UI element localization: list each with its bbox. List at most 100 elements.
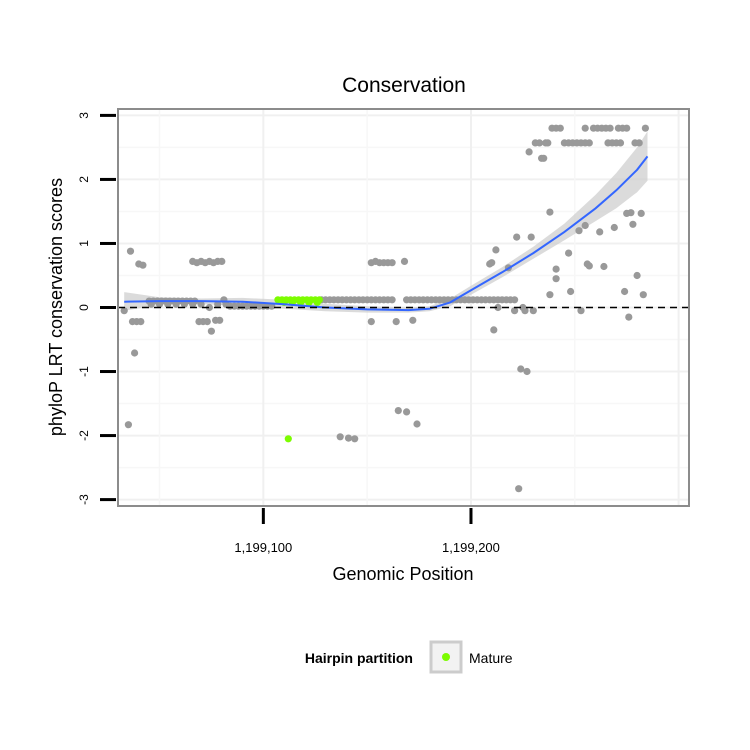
- other-point: [203, 318, 211, 326]
- other-point: [126, 247, 135, 255]
- y-tick-label: 3: [77, 112, 91, 119]
- other-point: [388, 296, 396, 304]
- other-point: [552, 275, 560, 283]
- other-point: [403, 408, 411, 416]
- other-point: [546, 208, 554, 216]
- confidence-ribbon-layer: [124, 131, 648, 313]
- y-axis: -3 -2 -1 0 1 2 3: [77, 112, 116, 505]
- other-point: [600, 262, 608, 271]
- other-point: [515, 485, 523, 493]
- other-point: [216, 316, 224, 324]
- other-point: [556, 124, 564, 132]
- y-tick-label: -1: [77, 366, 91, 377]
- other-point: [641, 124, 650, 132]
- other-point: [629, 220, 637, 228]
- other-point: [616, 139, 625, 147]
- other-point: [488, 259, 496, 267]
- other-point: [639, 291, 647, 299]
- legend-mature-label: Mature: [469, 650, 513, 666]
- other-point: [124, 421, 132, 429]
- y-axis-label: phyloP LRT conservation scores: [46, 178, 66, 436]
- other-point: [394, 407, 402, 415]
- other-point: [400, 257, 409, 265]
- other-point: [517, 365, 525, 373]
- other-point: [585, 139, 593, 147]
- other-point: [606, 124, 614, 132]
- legend-mature-marker: [442, 653, 450, 661]
- mature-point: [297, 298, 305, 306]
- other-point: [207, 327, 215, 335]
- mature-point: [305, 298, 313, 306]
- other-point: [137, 318, 145, 326]
- y-tick-label: 0: [77, 304, 91, 311]
- other-point: [214, 300, 222, 308]
- legend: Hairpin partition Mature: [305, 640, 513, 674]
- other-point: [197, 300, 205, 308]
- other-point: [565, 249, 573, 257]
- x-axis: 1,199,100 1,199,200: [234, 508, 500, 555]
- other-point: [336, 433, 344, 441]
- other-point: [205, 303, 213, 312]
- smooth-trend-line: [124, 155, 649, 312]
- other-point: [492, 246, 500, 254]
- other-point: [139, 261, 147, 269]
- other-point: [413, 420, 421, 428]
- other-point: [635, 139, 643, 147]
- smooth-line-layer: [124, 155, 649, 312]
- other-point: [581, 221, 589, 230]
- other-point: [344, 434, 353, 442]
- other-point: [610, 223, 618, 232]
- other-point: [523, 367, 531, 376]
- other-point: [581, 124, 589, 132]
- other-point: [637, 209, 645, 217]
- other-point: [621, 287, 629, 296]
- mature-point: [284, 435, 292, 443]
- x-tick-label: 1,199,100: [234, 540, 292, 555]
- other-point: [527, 233, 535, 241]
- other-point: [525, 148, 533, 156]
- other-point: [567, 287, 575, 296]
- other-point: [189, 300, 197, 308]
- other-point: [392, 318, 400, 326]
- other-point: [147, 300, 155, 308]
- other-point: [585, 262, 593, 270]
- y-tick-label: -2: [77, 430, 91, 441]
- other-point: [155, 300, 164, 308]
- other-point: [513, 233, 521, 241]
- plot-panel: [117, 108, 690, 507]
- data-points-layer: [120, 124, 650, 493]
- mature-point: [313, 298, 321, 306]
- other-point: [544, 139, 552, 147]
- other-point: [409, 316, 417, 324]
- other-point: [180, 300, 188, 308]
- other-point: [367, 318, 375, 326]
- other-point: [490, 326, 498, 334]
- other-point: [218, 257, 226, 265]
- other-point: [625, 313, 633, 321]
- panel-border: [117, 108, 690, 507]
- legend-key: [429, 640, 463, 674]
- y-tick-label: 2: [77, 176, 91, 183]
- other-point: [521, 307, 529, 315]
- other-point: [172, 300, 180, 308]
- other-point: [546, 291, 554, 299]
- other-point: [627, 209, 635, 217]
- other-point: [510, 307, 519, 315]
- other-point: [494, 303, 502, 312]
- confidence-ribbon: [124, 131, 648, 313]
- other-point: [535, 139, 544, 147]
- other-point: [540, 154, 548, 162]
- legend-title: Hairpin partition: [305, 650, 413, 666]
- other-point: [575, 227, 583, 235]
- x-axis-label: Genomic Position: [332, 564, 473, 584]
- other-point: [623, 124, 631, 132]
- other-point: [552, 265, 560, 273]
- other-point: [164, 300, 172, 308]
- other-point: [131, 349, 139, 357]
- y-tick-label: -3: [77, 494, 91, 505]
- other-point: [388, 259, 396, 267]
- other-point: [596, 228, 604, 236]
- other-point: [351, 435, 359, 443]
- y-tick-label: 1: [77, 240, 91, 247]
